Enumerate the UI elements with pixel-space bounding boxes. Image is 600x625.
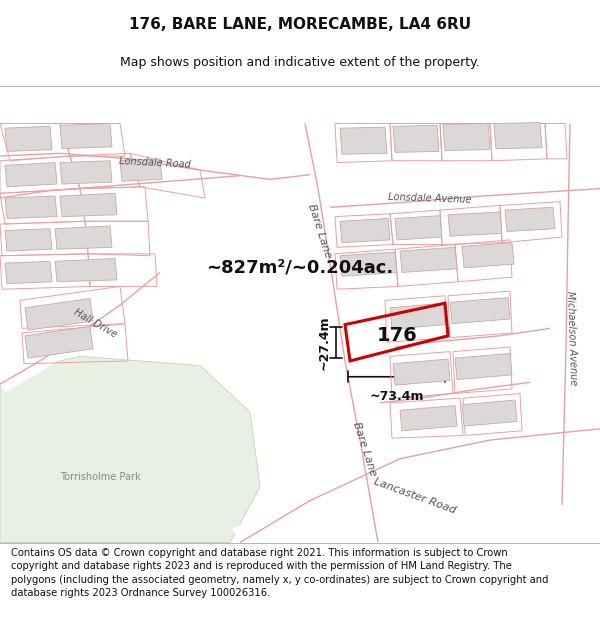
Text: Lonsdale Road: Lonsdale Road [119, 156, 191, 169]
Polygon shape [25, 326, 93, 358]
Text: Michaelson Avenue: Michaelson Avenue [565, 291, 578, 385]
Polygon shape [393, 126, 439, 152]
Polygon shape [55, 226, 112, 249]
Polygon shape [340, 127, 387, 154]
Polygon shape [60, 161, 112, 184]
Polygon shape [505, 208, 555, 231]
Polygon shape [462, 400, 517, 426]
Polygon shape [455, 354, 512, 379]
Text: Lonsdale Avenue: Lonsdale Avenue [388, 191, 472, 204]
Polygon shape [443, 124, 490, 151]
Polygon shape [462, 242, 514, 268]
Polygon shape [55, 259, 117, 282]
Text: ~73.4m: ~73.4m [369, 390, 424, 402]
Text: Bare Lane: Bare Lane [352, 421, 379, 478]
Text: Contains OS data © Crown copyright and database right 2021. This information is : Contains OS data © Crown copyright and d… [11, 548, 548, 598]
Polygon shape [450, 298, 510, 324]
Text: 176: 176 [377, 326, 418, 345]
Text: ~827m²/~0.204ac.: ~827m²/~0.204ac. [206, 259, 394, 277]
Polygon shape [340, 219, 390, 243]
Polygon shape [340, 252, 397, 276]
Polygon shape [120, 159, 162, 181]
Polygon shape [400, 406, 457, 431]
Polygon shape [0, 356, 260, 542]
Polygon shape [25, 299, 93, 330]
Text: Map shows position and indicative extent of the property.: Map shows position and indicative extent… [120, 56, 480, 69]
Polygon shape [5, 196, 57, 219]
Polygon shape [5, 229, 52, 251]
Text: Torrisholme Park: Torrisholme Park [59, 472, 140, 482]
Polygon shape [448, 212, 502, 236]
Text: Lancaster Road: Lancaster Road [373, 476, 457, 516]
Polygon shape [60, 193, 117, 217]
Polygon shape [5, 126, 52, 151]
Polygon shape [5, 162, 57, 187]
Polygon shape [400, 248, 457, 272]
Polygon shape [494, 122, 542, 149]
Polygon shape [393, 359, 450, 385]
Text: Bare Lane: Bare Lane [307, 202, 334, 259]
Polygon shape [5, 261, 52, 284]
Text: 176, BARE LANE, MORECAMBE, LA4 6RU: 176, BARE LANE, MORECAMBE, LA4 6RU [129, 17, 471, 32]
Polygon shape [60, 124, 112, 149]
Polygon shape [395, 216, 442, 240]
Text: ~27.4m: ~27.4m [318, 316, 331, 370]
Polygon shape [390, 303, 445, 329]
Text: Hall Drive: Hall Drive [72, 308, 118, 340]
